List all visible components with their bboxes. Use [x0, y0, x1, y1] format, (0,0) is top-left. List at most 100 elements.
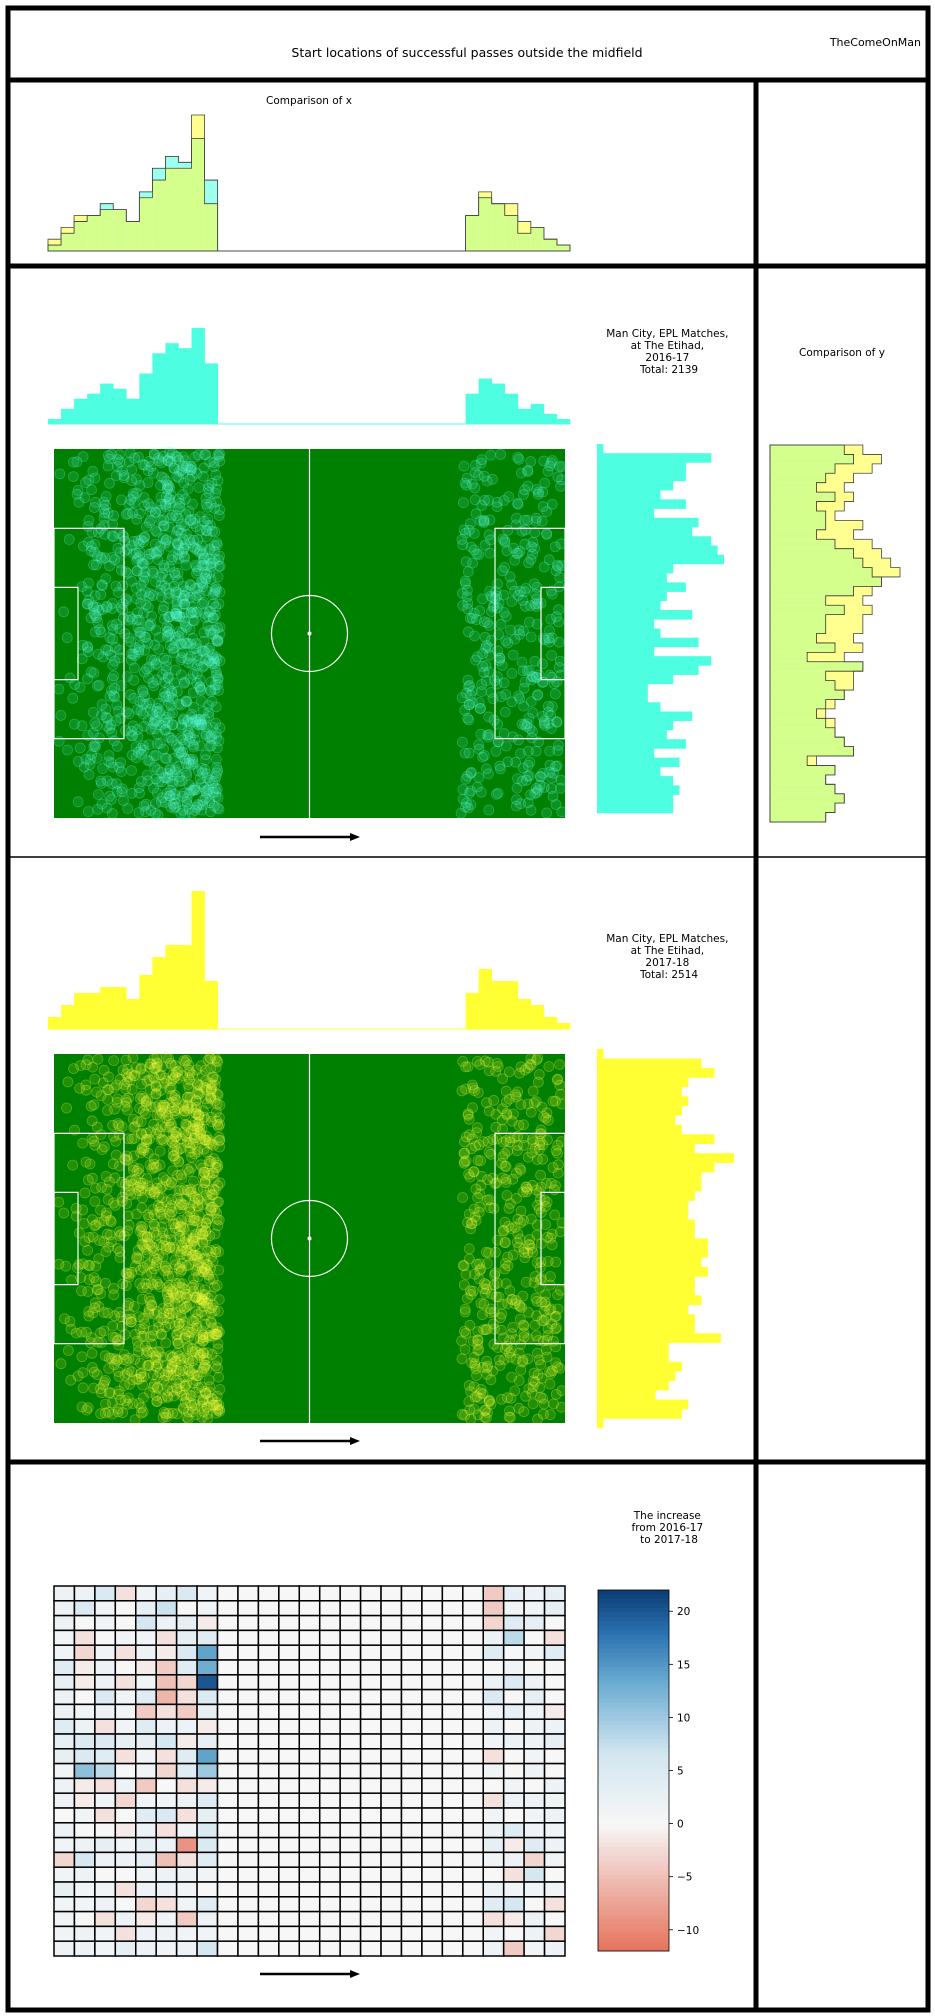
heatmap-cell [543, 1851, 566, 1868]
panel-2016-17-point [104, 723, 115, 735]
comparison-y-diff-bar [816, 501, 845, 511]
heatmap-cell [421, 1896, 444, 1913]
comparison-y-diff-bar [825, 510, 835, 521]
heatmap-cell [216, 1718, 239, 1735]
heatmap-cell [278, 1925, 301, 1942]
heatmap-cell [502, 1614, 525, 1632]
heatmap-cell [502, 1674, 525, 1691]
colorbar-segment [598, 1639, 669, 1645]
heatmap-cell [462, 1866, 484, 1883]
panel-2017-18-point [502, 1251, 514, 1263]
panel-2016-17-point [508, 542, 519, 554]
heatmap-cell [400, 1644, 423, 1661]
panel-2016-17-point [475, 786, 487, 798]
panel-2017-18-y-hist-bar [597, 1409, 682, 1419]
heatmap-cell [359, 1674, 382, 1691]
panel-2016-17-point [206, 477, 218, 489]
panel-2016-17-point [95, 775, 107, 787]
panel-2017-18-point [80, 1079, 92, 1091]
heatmap-cell [216, 1703, 239, 1720]
panel-2016-17-point [85, 541, 97, 552]
panel-2016-17-point [184, 624, 196, 635]
panel-2016-17-point [205, 676, 217, 688]
heatmap-cell [502, 1866, 525, 1883]
comparison-y-diff-bar [872, 567, 900, 577]
heatmap-cell [53, 1896, 76, 1913]
panel-2016-17-point [106, 808, 118, 819]
comparison-y-diff-bar [862, 558, 891, 568]
panel-2016-17-point [180, 696, 192, 707]
heatmap-cell [502, 1644, 525, 1661]
panel-2017-18-point [151, 1306, 163, 1317]
panel-2016-17-point [205, 558, 217, 569]
panel-2016-17-point [499, 562, 511, 573]
panel-2016-17-point [171, 599, 183, 610]
panel-2016-17-point [174, 637, 186, 649]
panel-2016-17-point [522, 480, 534, 492]
panel-2016-17-point [514, 629, 525, 640]
heatmap-cell [114, 1659, 137, 1676]
comparison-y-diff-bar [825, 473, 854, 483]
colorbar-segment [598, 1815, 669, 1821]
heatmap-cell [73, 1851, 96, 1868]
panel-2017-18-point [504, 1198, 516, 1209]
panel-2016-17-point [98, 496, 110, 508]
heatmap-cell [318, 1674, 341, 1691]
panel-2016-17-point [184, 537, 196, 549]
panel-2016-17-point [148, 449, 160, 461]
panel-2016-17-point [167, 719, 179, 731]
panel-2016-17-point [89, 472, 101, 484]
heatmap-cell [278, 1896, 301, 1913]
heatmap-cell [339, 1836, 362, 1854]
panel-2017-18-point [136, 1129, 148, 1140]
panel-2016-17-point [200, 749, 212, 761]
heatmap-cell [175, 1585, 198, 1602]
heatmap-cell [400, 1896, 423, 1913]
panel-2017-18-point [468, 1381, 480, 1393]
panel-2016-17-point [202, 501, 213, 513]
panel-2016-17-point [207, 612, 219, 624]
heatmap-cell [53, 1807, 76, 1824]
heatmap-cell [73, 1881, 96, 1898]
heatmap-cell [380, 1748, 403, 1765]
panel-2016-17-point [212, 679, 224, 691]
heatmap-cell [380, 1718, 403, 1735]
heatmap-cell [155, 1748, 178, 1765]
panel-2016-17-y-hist-bar [597, 720, 674, 731]
heatmap-cell [155, 1659, 178, 1676]
panel-2016-17-point [521, 774, 532, 786]
panel-2016-17-point [163, 480, 175, 492]
panel-2016-17-point [492, 602, 503, 614]
panel-2017-18-point [212, 1343, 224, 1355]
panel-2017-18-point [202, 1054, 214, 1066]
panel-2016-17-point [176, 652, 188, 663]
panel-2016-17-point [203, 479, 215, 491]
panel-2016-17-x-hist-bar [113, 388, 127, 424]
panel-2016-17-point [109, 683, 120, 694]
heatmap-cell [53, 1940, 76, 1957]
panel-2016-17-y-hist-bar [597, 480, 674, 491]
panel-2017-18-x-hist-bar [178, 945, 192, 1029]
heatmap-cell [421, 1688, 444, 1706]
panel-2016-17-y-hist-bar [597, 619, 655, 629]
panel-2016-17-point [209, 625, 220, 636]
panel-2017-18-point [62, 1076, 74, 1088]
heatmap-cell [543, 1659, 566, 1676]
panel-2016-17-point [161, 631, 173, 643]
heatmap-cell [400, 1822, 423, 1839]
panel-2016-17-point [155, 767, 167, 778]
colorbar-segment [598, 1923, 669, 1929]
panel-2017-18-point [190, 1291, 202, 1303]
panel-2016-17-point [139, 531, 151, 543]
panel-2016-17-point [498, 728, 510, 739]
panel-2016-17-point [55, 710, 67, 721]
panel-2017-18-point [151, 1256, 163, 1268]
heatmap-cell [237, 1792, 260, 1809]
panel-2017-18-point [539, 1305, 550, 1317]
panel-2016-17-title-line-2: at The Etihad, [631, 340, 705, 352]
panel-2016-17-point [202, 611, 214, 623]
panel-2016-17-point [170, 608, 182, 620]
panel-2016-17-point [137, 536, 149, 547]
panel-2017-18-point [195, 1129, 206, 1140]
panel-2016-17-point [170, 631, 182, 643]
